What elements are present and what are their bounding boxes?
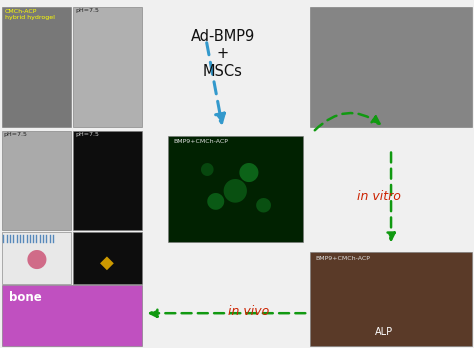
Bar [2,7,71,127]
Bar [2,285,142,346]
Text: CMCh-ACP
hybrid hydrogel: CMCh-ACP hybrid hydrogel [5,9,55,19]
Bar [73,232,142,284]
Text: ●: ● [238,160,260,184]
Text: bone: bone [9,291,42,303]
Text: BMP9+CMCh-ACP: BMP9+CMCh-ACP [173,139,228,144]
Text: ALP: ALP [375,327,393,337]
Text: pH=7.5: pH=7.5 [75,8,99,13]
Text: pH=7.5: pH=7.5 [4,132,27,136]
Text: ●: ● [199,160,213,178]
Bar [310,252,472,346]
Bar [310,7,472,127]
Bar [73,130,142,230]
Text: BMP9+CMCh-ACP: BMP9+CMCh-ACP [315,256,370,261]
Text: in vivo: in vivo [228,305,270,318]
Text: ●: ● [206,190,225,210]
Bar [2,130,71,230]
Text: ●: ● [26,247,48,271]
Bar [73,7,142,127]
Text: ●: ● [255,194,272,213]
Text: Ad-BMP9
+
MSCs: Ad-BMP9 + MSCs [191,29,255,79]
Bar [2,232,71,284]
Text: in vitro: in vitro [357,190,401,203]
Text: pH=7.5: pH=7.5 [75,132,99,136]
Text: ●: ● [221,175,248,204]
Bar [168,136,303,242]
Text: ◆: ◆ [100,254,114,272]
